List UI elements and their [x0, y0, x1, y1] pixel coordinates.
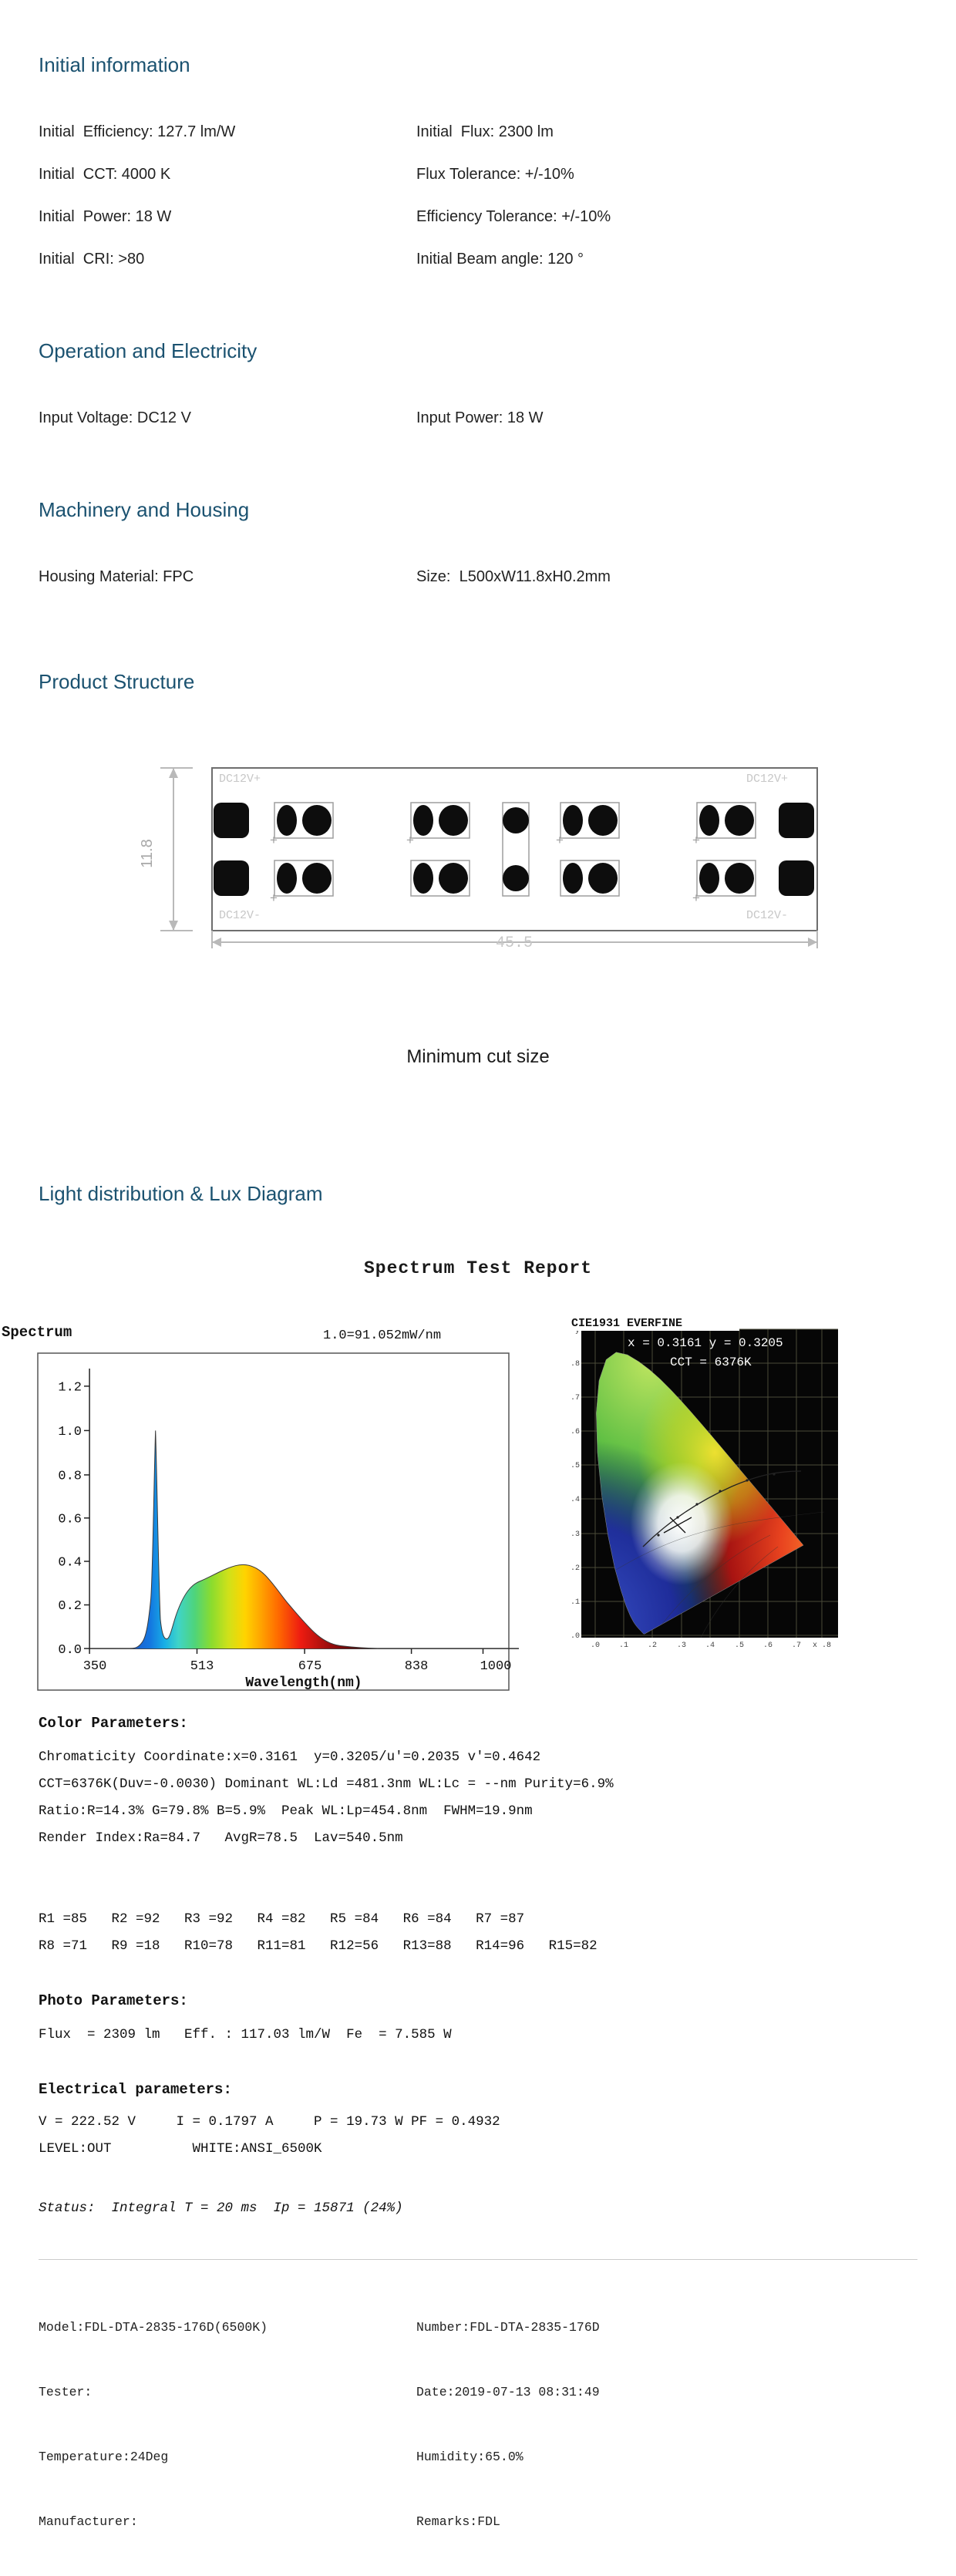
svg-text:.4: .4 [705, 1642, 715, 1650]
svg-text:.2: .2 [648, 1642, 657, 1650]
svg-text:.0: .0 [571, 1632, 580, 1641]
svg-text:.3: .3 [677, 1642, 686, 1650]
svg-text:0.6: 0.6 [58, 1513, 82, 1527]
svg-text:.1: .1 [619, 1642, 628, 1650]
svg-text:+: + [406, 833, 414, 847]
svg-text:.5: .5 [571, 1462, 580, 1470]
svg-text:x .8: x .8 [813, 1642, 831, 1650]
svg-text:.8: .8 [571, 1360, 580, 1369]
svg-text:Spectrum: Spectrum [2, 1324, 72, 1341]
svg-text:.4: .4 [571, 1496, 580, 1504]
svg-text:.5: .5 [735, 1642, 744, 1650]
svg-text:11.8: 11.8 [139, 839, 156, 867]
svg-text:+: + [270, 833, 278, 847]
svg-text:CIE1931 EVERFINE: CIE1931 EVERFINE [571, 1317, 682, 1330]
svg-text:.7: .7 [792, 1642, 801, 1650]
svg-text:1.0=91.052mW/nm: 1.0=91.052mW/nm [323, 1328, 441, 1343]
svg-text:.2: .2 [571, 1564, 580, 1573]
svg-text:x = 0.3161 y = 0.3205: x = 0.3161 y = 0.3205 [628, 1336, 783, 1350]
svg-text:1.2: 1.2 [58, 1381, 82, 1396]
svg-text:0.4: 0.4 [58, 1556, 82, 1571]
svg-text:513: 513 [190, 1659, 214, 1674]
svg-text:.7: .7 [571, 1394, 580, 1402]
svg-text:+: + [270, 891, 278, 905]
svg-text:675: 675 [298, 1659, 322, 1674]
svg-text:838: 838 [405, 1659, 429, 1674]
svg-text:Wavelength(nm): Wavelength(nm) [245, 1675, 362, 1691]
svg-text:0.2: 0.2 [58, 1599, 82, 1614]
svg-text:0.0: 0.0 [58, 1643, 82, 1658]
svg-text:DC12V+: DC12V+ [219, 773, 261, 786]
svg-text:1.0: 1.0 [58, 1425, 82, 1440]
svg-text:0.8: 0.8 [58, 1470, 82, 1484]
svg-text:+: + [692, 891, 700, 905]
svg-text:.0: .0 [591, 1642, 600, 1650]
svg-text:1000: 1000 [480, 1659, 512, 1674]
svg-text:+: + [692, 833, 700, 847]
svg-text:+: + [556, 833, 564, 847]
svg-text:.1: .1 [571, 1598, 580, 1607]
svg-text:.6: .6 [571, 1428, 580, 1436]
svg-text:.6: .6 [763, 1642, 773, 1650]
svg-text:DC12V+: DC12V+ [746, 773, 788, 786]
svg-text:DC12V-: DC12V- [746, 909, 788, 922]
svg-text:DC12V-: DC12V- [219, 909, 261, 922]
svg-text:350: 350 [83, 1659, 107, 1674]
svg-text:CCT = 6376K: CCT = 6376K [670, 1355, 752, 1369]
svg-text:.3: .3 [571, 1530, 580, 1539]
svg-text:45.5: 45.5 [496, 934, 533, 952]
